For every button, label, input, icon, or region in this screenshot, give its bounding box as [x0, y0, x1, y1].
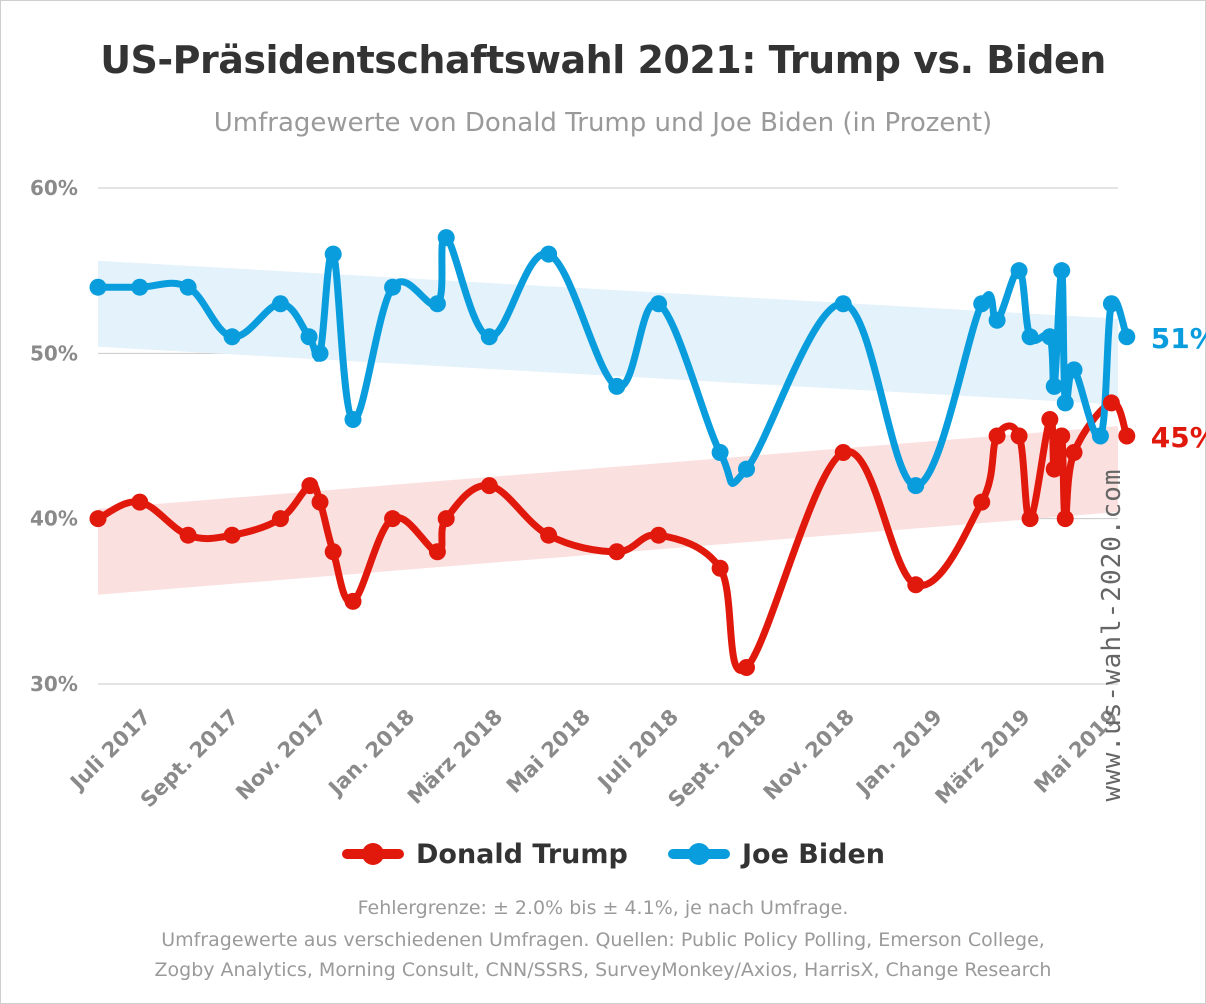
- trend-band-layer: [98, 260, 1118, 595]
- data-point-trump: [89, 510, 107, 528]
- footnote-margin-of-error: Fehlergrenze: ± 2.0% bis ± 4.1%, je nach…: [357, 897, 849, 919]
- data-point-biden: [344, 410, 362, 428]
- data-point-biden: [1021, 328, 1039, 346]
- footnote-sources-1: Umfragewerte aus verschiedenen Umfragen.…: [161, 929, 1045, 951]
- data-point-biden: [271, 295, 289, 313]
- footnote-sources-2: Zogby Analytics, Morning Consult, CNN/SS…: [154, 959, 1052, 981]
- data-point-trump: [480, 477, 498, 495]
- data-point-trump: [344, 592, 362, 610]
- data-point-biden: [973, 295, 991, 313]
- data-point-trump: [131, 493, 149, 511]
- data-point-biden: [1010, 262, 1028, 280]
- data-point-biden: [480, 328, 498, 346]
- data-point-trump: [711, 559, 729, 577]
- grid-layer: [98, 187, 1118, 685]
- x-tick-label: Jan. 2019: [850, 705, 947, 802]
- legend-swatch-biden: [668, 843, 730, 865]
- trend-band-biden: [98, 260, 1118, 405]
- legend-label-biden: Joe Biden: [742, 838, 886, 870]
- data-point-trump: [1102, 394, 1120, 412]
- data-point-trump: [737, 658, 755, 676]
- x-tick-label: Jan. 2018: [323, 705, 420, 802]
- data-point-biden: [1053, 262, 1071, 280]
- data-point-trump: [437, 510, 455, 528]
- data-point-biden: [711, 444, 729, 462]
- data-point-biden: [1045, 377, 1063, 395]
- x-tick-label: Juli 2018: [592, 705, 683, 796]
- y-tick-label: 40%: [30, 507, 78, 531]
- end-label-biden: 51%: [1151, 322, 1206, 355]
- series-line-biden: [94, 234, 1131, 490]
- legend-item-biden[interactable]: Joe Biden: [668, 832, 885, 876]
- x-tick-label: Juli 2017: [64, 705, 155, 796]
- data-point-biden: [324, 245, 342, 263]
- data-point-trump: [608, 543, 626, 561]
- data-point-biden: [428, 295, 446, 313]
- x-tick-label: Nov. 2018: [759, 705, 859, 805]
- data-point-biden: [1102, 295, 1120, 313]
- data-point-biden: [907, 477, 925, 495]
- x-tick-label: Mai 2018: [502, 705, 595, 798]
- data-point-trump: [1041, 410, 1059, 428]
- data-point-trump: [384, 510, 402, 528]
- data-point-trump: [324, 543, 342, 561]
- y-tick-label: 60%: [30, 176, 78, 200]
- data-point-trump: [973, 493, 991, 511]
- data-point-biden: [384, 278, 402, 296]
- data-point-trump: [223, 526, 241, 544]
- y-tick-label: 50%: [30, 341, 78, 365]
- data-point-trump: [271, 510, 289, 528]
- data-point-biden: [131, 278, 149, 296]
- data-point-biden: [1118, 328, 1136, 346]
- data-point-biden: [311, 344, 329, 362]
- data-point-biden: [437, 229, 455, 247]
- data-point-biden: [1041, 328, 1059, 346]
- data-point-layer: [89, 229, 1136, 676]
- data-point-trump: [650, 526, 668, 544]
- legend-swatch-trump: [342, 843, 404, 865]
- data-point-trump: [1118, 427, 1136, 445]
- watermark-url: www.us-wahl-2020.com: [1097, 468, 1127, 802]
- data-point-biden: [1091, 427, 1109, 445]
- data-point-biden: [300, 328, 318, 346]
- data-point-biden: [834, 295, 852, 313]
- end-label-trump: 45%: [1151, 421, 1206, 454]
- data-point-biden: [1056, 394, 1074, 412]
- chart-title: US-Präsidentschaftswahl 2021: Trump vs. …: [100, 38, 1106, 82]
- data-point-trump: [1065, 444, 1083, 462]
- legend: Donald Trump Joe Biden: [0, 832, 1206, 876]
- data-point-biden: [988, 311, 1006, 329]
- data-point-trump: [311, 493, 329, 511]
- data-point-biden: [223, 328, 241, 346]
- data-point-biden: [540, 245, 558, 263]
- y-tick-label: 30%: [30, 672, 78, 696]
- data-point-trump: [1021, 510, 1039, 528]
- data-point-biden: [737, 460, 755, 478]
- data-point-trump: [1056, 510, 1074, 528]
- legend-label-trump: Donald Trump: [416, 838, 628, 870]
- data-point-biden: [650, 295, 668, 313]
- data-point-trump: [907, 576, 925, 594]
- data-point-biden: [179, 278, 197, 296]
- data-point-trump: [1010, 427, 1028, 445]
- data-point-biden: [608, 377, 626, 395]
- x-tick-label: Nov. 2017: [231, 705, 331, 805]
- data-point-trump: [179, 526, 197, 544]
- data-point-trump: [988, 427, 1006, 445]
- data-point-trump: [301, 477, 319, 495]
- data-point-trump: [834, 444, 852, 462]
- data-point-trump: [1053, 427, 1071, 445]
- legend-item-trump[interactable]: Donald Trump: [342, 832, 628, 876]
- x-tick-label: März 2019: [931, 705, 1035, 809]
- x-tick-label: März 2018: [403, 705, 507, 809]
- data-point-biden: [89, 278, 107, 296]
- data-point-trump: [540, 526, 558, 544]
- data-point-biden: [1065, 361, 1083, 379]
- chart-subtitle: Umfragewerte von Donald Trump und Joe Bi…: [213, 108, 993, 138]
- data-point-trump: [428, 543, 446, 561]
- trend-band-trump: [98, 426, 1118, 595]
- data-point-trump: [1045, 460, 1063, 478]
